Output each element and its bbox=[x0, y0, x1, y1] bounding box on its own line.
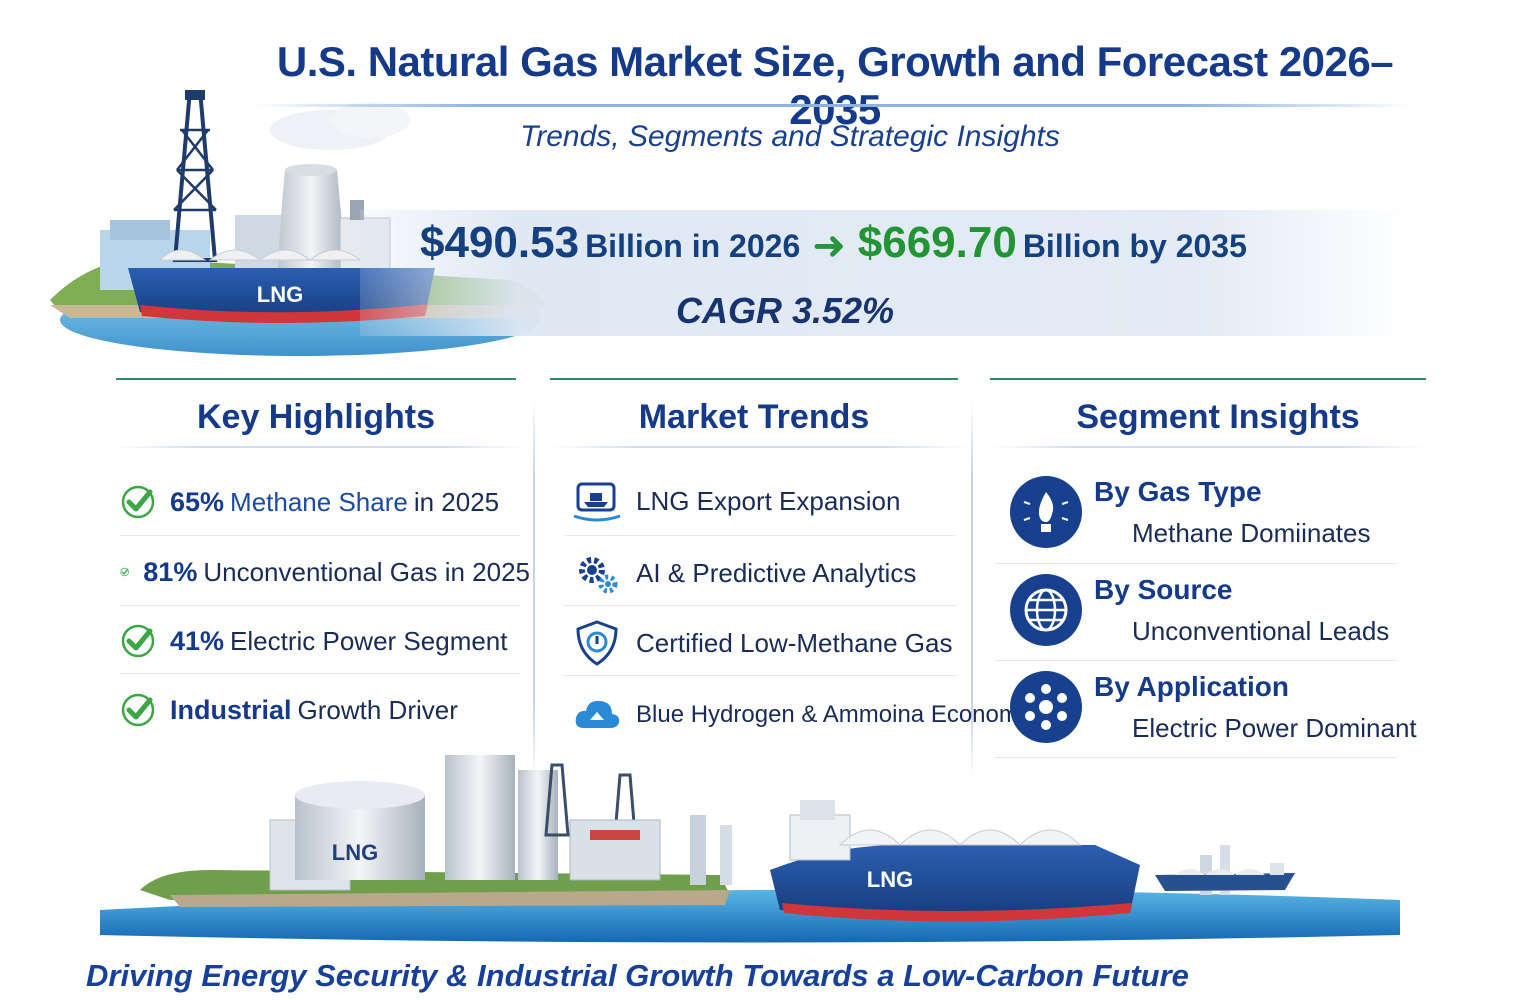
segment-title: By Application bbox=[1094, 671, 1289, 702]
market-size-band bbox=[360, 210, 1410, 336]
check-icon bbox=[121, 693, 155, 727]
shield-icon bbox=[576, 620, 618, 666]
check-icon bbox=[121, 485, 155, 519]
value-2026: $490.53 bbox=[420, 218, 580, 267]
value-2035: $669.70 bbox=[857, 218, 1017, 267]
segment-subtitle: Methane Domiinates bbox=[1132, 518, 1371, 548]
segment-item: By Application Electric Power Dominant bbox=[1008, 669, 1428, 749]
value-2026-text: Billion in 2026 bbox=[585, 228, 801, 264]
cagr-value: CAGR 3.52% bbox=[675, 290, 895, 331]
highlight-label: Growth Driver bbox=[297, 694, 458, 725]
segments-top-rule bbox=[990, 378, 1426, 380]
highlight-item: 41% Electric Power Segment bbox=[120, 619, 530, 663]
title-divider bbox=[250, 104, 1415, 107]
trend-label: Blue Hydrogen & Ammoina Economy bbox=[636, 701, 1031, 728]
trend-item: Blue Hydrogen & Ammoina Economy bbox=[572, 690, 1031, 740]
column-divider-2 bbox=[971, 400, 973, 780]
row-divider bbox=[995, 660, 1395, 661]
highlight-value: 81% bbox=[143, 556, 198, 587]
highlights-top-rule bbox=[116, 378, 516, 380]
key-highlights-heading: Key Highlights bbox=[196, 398, 436, 436]
footer-tagline: Driving Energy Security & Industrial Gro… bbox=[86, 958, 1189, 993]
globe-icon bbox=[1010, 574, 1082, 646]
check-icon bbox=[120, 567, 129, 577]
gears-icon bbox=[579, 557, 618, 594]
column-divider-1 bbox=[533, 400, 535, 780]
top-ship-lng-label: LNG bbox=[257, 282, 303, 307]
segment-title: By Source bbox=[1094, 574, 1233, 605]
trend-item: LNG Export Expansion bbox=[572, 476, 962, 526]
highlight-value: Industrial bbox=[170, 694, 292, 725]
page-subtitle: Trends, Segments and Strategic Insights bbox=[520, 120, 1060, 153]
row-divider bbox=[565, 535, 955, 536]
highlight-label: Electric Power Segment bbox=[230, 625, 508, 656]
highlight-item: 81% Unconventional Gas in 2025 bbox=[120, 550, 530, 594]
market-trends-heading: Market Trends bbox=[638, 398, 870, 436]
row-divider bbox=[995, 563, 1395, 564]
market-size-line: $490.53 Billion in 2026 ➜ $669.70 Billion by… bbox=[420, 218, 1320, 278]
trend-item: Certified Low-Methane Gas bbox=[572, 618, 962, 668]
segment-item: By Gas Type Methane Domiinates bbox=[1008, 474, 1428, 554]
row-divider bbox=[120, 673, 520, 674]
bottom-lng-terminal-illustration: LNG LNG bbox=[100, 755, 1400, 943]
flame-bulb-icon bbox=[1010, 476, 1082, 548]
segment-insights-heading: Segment Insights bbox=[1076, 398, 1360, 436]
highlight-label-accent: Methane Share bbox=[230, 486, 408, 517]
ship-monitor-icon bbox=[573, 482, 621, 522]
cloud-recycle-icon bbox=[575, 700, 620, 728]
row-divider bbox=[120, 605, 520, 606]
row-divider bbox=[995, 757, 1395, 758]
people-network-icon bbox=[1010, 671, 1082, 743]
highlights-head-rule bbox=[116, 446, 526, 448]
highlight-item: Industrial Growth Driver bbox=[120, 688, 530, 732]
segment-subtitle: Electric Power Dominant bbox=[1132, 713, 1417, 743]
trends-top-rule bbox=[550, 378, 958, 380]
trends-head-rule bbox=[550, 446, 970, 448]
highlight-value: 41% bbox=[170, 625, 225, 656]
bottom-ship-lng-label: LNG bbox=[867, 867, 913, 892]
trend-label: Certified Low-Methane Gas bbox=[636, 627, 953, 658]
value-2035-text: Billion by 2035 bbox=[1022, 228, 1247, 264]
trend-item: AI & Predictive Analytics bbox=[572, 548, 962, 598]
highlight-label: Unconventional Gas in 2025 bbox=[203, 556, 530, 587]
trend-label: AI & Predictive Analytics bbox=[636, 557, 917, 588]
highlight-label: in 2025 bbox=[413, 486, 500, 517]
segment-title: By Gas Type bbox=[1094, 476, 1262, 507]
segment-item: By Source Unconventional Leads bbox=[1008, 572, 1428, 652]
segments-head-rule bbox=[990, 446, 1426, 448]
trend-label: LNG Export Expansion bbox=[636, 485, 901, 516]
row-divider bbox=[565, 605, 955, 606]
page-title: U.S. Natural Gas Market Size, Growth and… bbox=[276, 38, 1394, 133]
arrow-right-icon: ➜ bbox=[812, 224, 846, 268]
segment-subtitle: Unconventional Leads bbox=[1132, 616, 1390, 646]
row-divider bbox=[120, 535, 520, 536]
check-icon bbox=[121, 624, 155, 658]
plant-lng-label: LNG bbox=[332, 840, 378, 865]
highlight-item: 65% Methane Share in 2025 bbox=[120, 480, 530, 524]
row-divider bbox=[565, 675, 955, 676]
highlight-value: 65% bbox=[170, 486, 225, 517]
